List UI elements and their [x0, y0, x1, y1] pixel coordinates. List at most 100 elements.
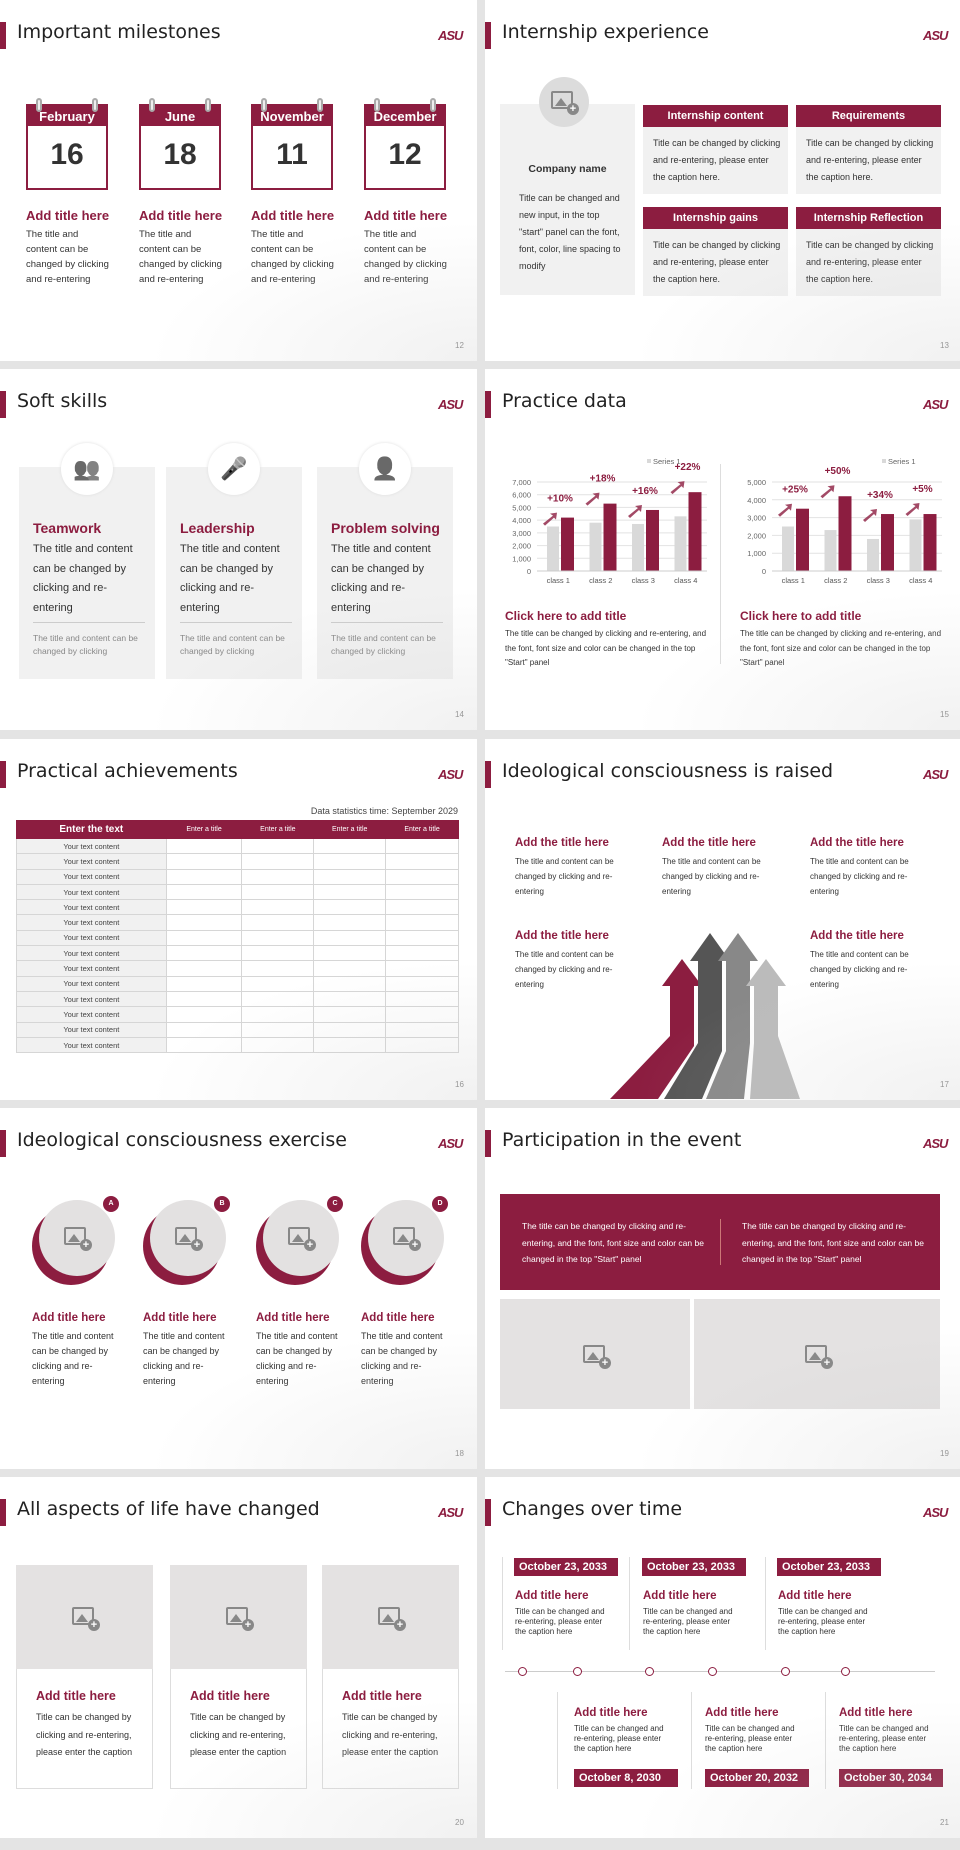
stat-time: Data statistics time: September 2029: [310, 806, 458, 816]
table-cell[interactable]: [165, 929, 243, 947]
table-cell[interactable]: [385, 990, 459, 1008]
table-row: Your text content: [16, 914, 459, 931]
slide-21[interactable]: Changes over time ASU 21 October 23, 2033 Ad…: [485, 1477, 960, 1838]
image-placeholder: [500, 1299, 690, 1409]
timeline-axis: [505, 1671, 935, 1672]
table-cell[interactable]: [241, 929, 315, 947]
slide-number: 14: [455, 710, 464, 719]
row-label-cell: Your text content: [16, 975, 167, 992]
table-cell[interactable]: [385, 899, 459, 916]
bar-series1: [824, 530, 837, 571]
slide-20[interactable]: All aspects of life have changed ASU 20 Add…: [0, 1477, 477, 1838]
table-cell[interactable]: [241, 1036, 315, 1054]
table-cell[interactable]: [385, 960, 459, 977]
table-cell[interactable]: [165, 1021, 243, 1038]
slide-title: Soft skills: [17, 390, 108, 412]
table-cell[interactable]: [241, 883, 315, 901]
asu-logo: ASU: [438, 767, 463, 782]
slide-12[interactable]: Important milestones ASU 12 February 16 Add t…: [0, 0, 477, 361]
table-cell[interactable]: [165, 914, 243, 931]
connector-line: [825, 1692, 826, 1789]
table-cell[interactable]: [241, 990, 315, 1008]
image-placeholder: [322, 1565, 459, 1669]
y-tick-label: 6,000: [512, 491, 531, 500]
calendar-day: 18: [163, 138, 197, 171]
table-cell[interactable]: [165, 945, 243, 962]
point-text: The title and content can be changed by …: [515, 857, 614, 896]
table-cell[interactable]: [165, 853, 243, 870]
table-cell[interactable]: [385, 1036, 459, 1054]
slide-14[interactable]: Soft skills ASU 14 👥 Teamwork The title and c…: [0, 369, 477, 730]
table-cell[interactable]: [385, 883, 459, 901]
table-cell[interactable]: [165, 837, 243, 855]
table-cell[interactable]: [241, 868, 315, 885]
table-cell[interactable]: [241, 945, 315, 962]
table-cell[interactable]: [313, 883, 387, 901]
table-cell[interactable]: [385, 853, 459, 870]
table-cell[interactable]: [385, 837, 459, 855]
skill-note: The title and content can be changed by …: [180, 633, 285, 656]
slide-17[interactable]: Ideological consciousness is raised ASU 17…: [485, 739, 960, 1100]
table-cell[interactable]: [313, 929, 387, 947]
table-row: Your text content: [16, 990, 459, 1008]
table-cell[interactable]: [385, 945, 459, 962]
table-cell[interactable]: [165, 868, 243, 885]
table-cell[interactable]: [165, 1036, 243, 1054]
slide-18[interactable]: Ideological consciousness exercise ASU 18 A…: [0, 1108, 477, 1469]
table-cell[interactable]: [313, 914, 387, 931]
y-tick-label: 1,000: [512, 554, 531, 563]
table-cell[interactable]: [241, 914, 315, 931]
table-cell[interactable]: [313, 960, 387, 977]
table-cell[interactable]: [313, 1021, 387, 1038]
table-cell[interactable]: [313, 899, 387, 916]
table-cell[interactable]: [313, 1006, 387, 1023]
table-cell[interactable]: [165, 975, 243, 992]
slide-13[interactable]: Internship experience ASU 13 Company name Ti…: [485, 0, 960, 361]
point-title: Add the title here: [810, 837, 904, 849]
table-cell[interactable]: [385, 1006, 459, 1023]
table-cell[interactable]: [313, 1036, 387, 1054]
milestone-title: Add title here: [364, 208, 448, 223]
event-text: Title can be changed and re-entering, pl…: [643, 1607, 733, 1636]
table-cell[interactable]: [313, 990, 387, 1008]
table-cell[interactable]: [241, 899, 315, 916]
table-cell[interactable]: [313, 975, 387, 992]
bar-series1: [782, 526, 794, 571]
table-cell[interactable]: [385, 929, 459, 947]
table-cell[interactable]: [241, 975, 315, 992]
table-cell[interactable]: [165, 990, 243, 1008]
table-cell[interactable]: [313, 837, 387, 855]
card-header: Requirements: [796, 105, 941, 127]
row-label-cell: Your text content: [16, 868, 167, 885]
table-cell[interactable]: [165, 883, 243, 901]
table-cell[interactable]: [313, 945, 387, 962]
table-cell[interactable]: [313, 853, 387, 870]
table-cell[interactable]: [313, 868, 387, 885]
calendar-ring-icon: [149, 98, 155, 112]
table-cell[interactable]: [241, 853, 315, 870]
podium-speaker-icon: 🎤: [208, 443, 260, 495]
table-cell[interactable]: [165, 960, 243, 977]
slide-16[interactable]: Practical achievements ASU 16 Data statisti…: [0, 739, 477, 1100]
slide-15[interactable]: Practice data ASU 15 0 1,000 2,000 3,000 4,000 5…: [485, 369, 960, 730]
table-cell[interactable]: [241, 1021, 315, 1038]
percent-label: +18%: [590, 474, 616, 485]
table-cell[interactable]: [241, 1006, 315, 1023]
skill-text: The title and content can be changed by …: [180, 543, 280, 614]
slide-19[interactable]: Participation in the event ASU 19 The title…: [485, 1108, 960, 1469]
point-text: The title and content can be changed by …: [810, 950, 909, 989]
asu-logo: ASU: [438, 397, 463, 412]
item-text: The title and content can be changed by …: [32, 1331, 114, 1386]
table-cell[interactable]: [385, 1021, 459, 1038]
table-cell[interactable]: [385, 975, 459, 992]
table-cell[interactable]: [241, 837, 315, 855]
table-cell[interactable]: [165, 899, 243, 916]
skill-card: [19, 467, 155, 679]
event-text: Title can be changed and re-entering, pl…: [839, 1724, 929, 1753]
company-panel: [500, 104, 635, 295]
asu-logo: ASU: [923, 397, 948, 412]
table-cell[interactable]: [385, 868, 459, 885]
table-cell[interactable]: [165, 1006, 243, 1023]
table-cell[interactable]: [241, 960, 315, 977]
table-cell[interactable]: [385, 914, 459, 931]
